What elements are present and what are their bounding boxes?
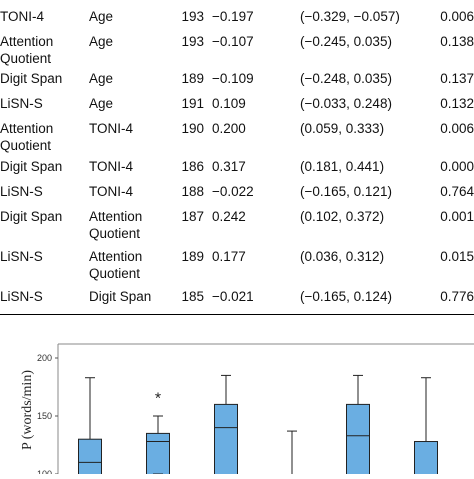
variable-2-cell: TONI-4	[89, 184, 134, 199]
r-cell: 0.177	[212, 249, 246, 264]
p-value-cell: 0.776	[440, 289, 474, 304]
p-value-cell: 0.138	[440, 34, 474, 49]
box-body	[414, 441, 438, 477]
box-body	[78, 438, 102, 477]
table-row: LiSN-S TONI-4 188 −0.022 (−0.165, 0.121) 0.76…	[0, 183, 474, 200]
variable-1-cell: LiSN-S	[0, 249, 43, 264]
r-cell: 0.242	[212, 209, 246, 224]
ci-cell: (−0.165, 0.124)	[300, 289, 392, 304]
y-axis-label: P (words/min)	[20, 370, 35, 450]
box-body	[346, 403, 370, 477]
p-value-cell: 0.000	[440, 159, 474, 174]
ci-cell: (0.181, 0.441)	[300, 159, 385, 174]
p-value-cell: 0.137	[440, 71, 474, 86]
variable-2-cell: Age	[89, 34, 114, 49]
table-row: LiSN-S Attention Quotient 189 0.177 (0.036, …	[0, 248, 474, 282]
variable-1-cell: LiSN-S	[0, 184, 43, 199]
n-cell: 189	[181, 71, 204, 86]
r-cell: 0.317	[212, 159, 246, 174]
p-value-cell: 0.132	[440, 96, 474, 111]
n-cell: 185	[181, 289, 204, 304]
variable-2-cell: Digit Span	[89, 289, 152, 304]
variable-2-cell: Age	[89, 71, 114, 86]
variable-1-cell: Digit Span	[0, 159, 63, 174]
box-plot-svg: P (words/min)200 150 100 *	[20, 343, 474, 479]
y-tick-label: 150	[37, 411, 52, 421]
n-cell: 193	[181, 34, 204, 49]
ci-cell: (0.102, 0.372)	[300, 209, 385, 224]
y-tick-label: 200	[37, 353, 52, 363]
table-row: Attention Quotient Age 193 −0.107 (−0.245, 0…	[0, 33, 474, 67]
n-cell: 186	[181, 159, 204, 174]
ci-cell: (−0.033, 0.248)	[300, 96, 392, 111]
variable-1-cell: LiSN-S	[0, 289, 43, 304]
table-row: LiSN-S Age 191 0.109 (−0.033, 0.248) 0.132	[0, 95, 474, 112]
variable-2-cell: TONI-4	[89, 121, 134, 136]
variable-1-cell: Digit Span	[0, 71, 63, 86]
n-cell: 189	[181, 249, 204, 264]
outlier-marker: *	[155, 390, 161, 407]
table-row: Digit Span Age 189 −0.109 (−0.248, 0.035) 0.1…	[0, 70, 474, 87]
p-value-cell: 0.006	[440, 121, 474, 136]
n-cell: 188	[181, 184, 204, 199]
ci-cell: (−0.245, 0.035)	[300, 34, 392, 49]
variable-1-cell: Digit Span	[0, 209, 63, 224]
r-cell: −0.022	[212, 184, 254, 199]
table-bottom-rule	[0, 314, 474, 315]
variable-1-cell: LiSN-S	[0, 96, 43, 111]
r-cell: −0.109	[212, 71, 254, 86]
variable-1-cell: Attention Quotient	[0, 121, 54, 153]
variable-2-cell: Age	[89, 96, 114, 111]
variable-2-cell: Attention Quotient	[89, 249, 143, 281]
variable-1-cell: Attention Quotient	[0, 34, 54, 66]
n-cell: 191	[181, 96, 204, 111]
table-row: Attention Quotient TONI-4 190 0.200 (0.059, …	[0, 120, 474, 154]
table-row: Digit Span TONI-4 186 0.317 (0.181, 0.441) 0.…	[0, 158, 474, 175]
table-row: Digit Span Attention Quotient 187 0.242 (0.1…	[0, 208, 474, 242]
n-cell: 190	[181, 121, 204, 136]
r-cell: −0.107	[212, 34, 254, 49]
p-value-cell: 0.001	[440, 209, 474, 224]
variable-2-cell: Age	[89, 9, 114, 24]
ci-cell: (−0.329, −0.057)	[300, 9, 400, 24]
variable-1-cell: TONI-4	[0, 9, 45, 24]
r-cell: −0.021	[212, 289, 254, 304]
table-row: LiSN-S Digit Span 185 −0.021 (−0.165, 0.124)…	[0, 288, 474, 305]
p-value-cell: 0.015	[440, 249, 474, 264]
box-body	[146, 432, 170, 477]
box-body	[214, 403, 238, 477]
box-plot: P (words/min) 200 150 100 *	[0, 330, 474, 479]
r-cell: 0.109	[212, 96, 246, 111]
variable-2-cell: Attention Quotient	[89, 209, 143, 241]
y-tick-label: 100	[37, 469, 52, 474]
table-row: TONI-4 Age 193 −0.197 (−0.329, −0.057) 0.006	[0, 8, 474, 25]
ci-cell: (0.036, 0.312)	[300, 249, 385, 264]
p-value-cell: 0.764	[440, 184, 474, 199]
r-cell: 0.200	[212, 121, 246, 136]
variable-2-cell: TONI-4	[89, 159, 134, 174]
ci-cell: (0.059, 0.333)	[300, 121, 385, 136]
ci-cell: (−0.248, 0.035)	[300, 71, 392, 86]
r-cell: −0.197	[212, 9, 254, 24]
n-cell: 193	[181, 9, 204, 24]
p-value-cell: 0.006	[440, 9, 474, 24]
n-cell: 187	[181, 209, 204, 224]
ci-cell: (−0.165, 0.121)	[300, 184, 392, 199]
